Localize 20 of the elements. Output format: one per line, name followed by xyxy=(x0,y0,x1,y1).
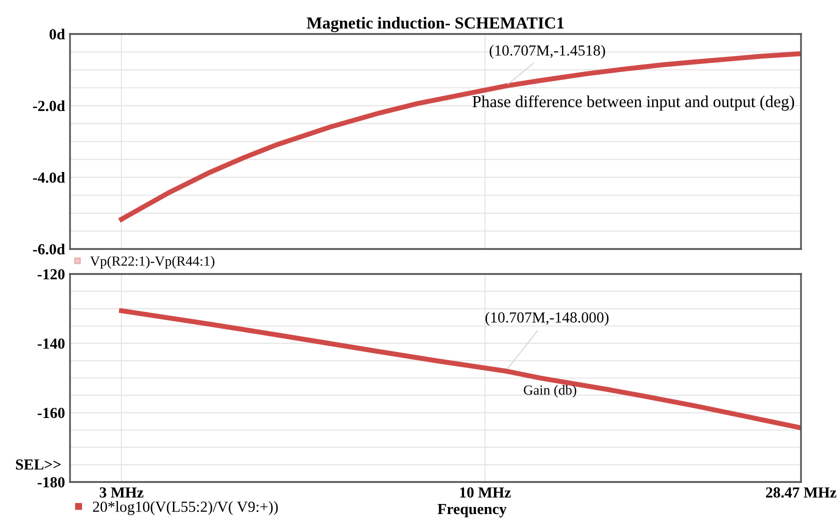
y-tick-label: -6.0d xyxy=(33,244,65,255)
annotation: (10.707M,-1.4518) xyxy=(490,44,606,59)
y-tick-label: -120 xyxy=(38,269,65,280)
annotation: (10.707M,-148.000) xyxy=(486,312,608,326)
x-axis-title: Frequency xyxy=(438,504,507,518)
chart-title: Magnetic induction- SCHEMATIC1 xyxy=(306,16,564,32)
legend-label: 20*log10(V(L55:2)/V( V9:+)) xyxy=(92,501,278,516)
annotation: Gain (db) xyxy=(524,385,576,398)
y-tick-label: 0d xyxy=(50,28,65,40)
x-tick-label: 28.47 MHz xyxy=(766,487,836,498)
x-tick-label: 10 MHz xyxy=(460,487,511,498)
x-tick-label: 3 MHz xyxy=(100,487,144,498)
text: SEL>> xyxy=(16,459,61,470)
legend-label: Vp(R22:1)-Vp(R44:1) xyxy=(90,256,214,269)
y-tick-label: -160 xyxy=(38,408,65,418)
y-tick-label: -180 xyxy=(38,477,65,488)
y-tick-label: -140 xyxy=(38,338,65,349)
annotation: Phase difference between input and output (deg) xyxy=(472,95,794,111)
y-tick-label: -2.0d xyxy=(33,100,65,112)
y-tick-label: -4.0d xyxy=(33,172,65,183)
